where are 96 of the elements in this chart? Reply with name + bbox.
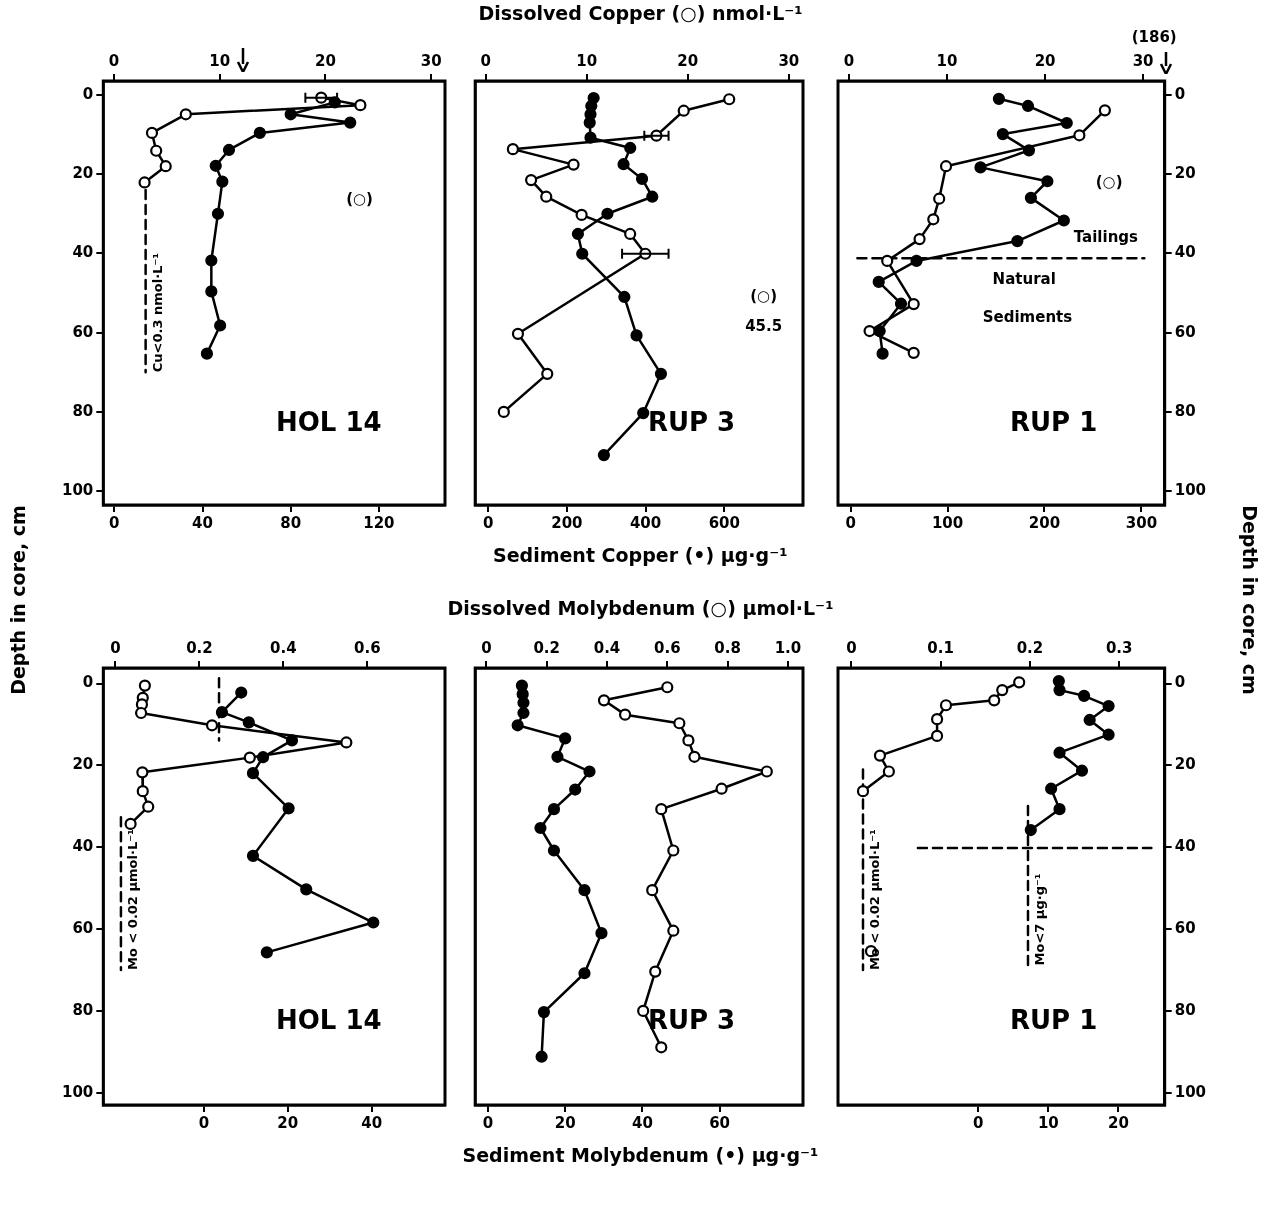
x-tick-label: 40 xyxy=(192,513,213,532)
x-tick-label: 0 xyxy=(845,513,856,532)
x-tick-label: 400 xyxy=(629,513,662,532)
x-tick-label: 200 xyxy=(1028,513,1061,532)
x2-tick-label: 0 xyxy=(110,638,121,657)
annotation: (○) xyxy=(1095,172,1123,191)
x2-tick-label: 0.1 xyxy=(927,638,954,657)
x2-tick-label: 0 xyxy=(108,51,120,70)
x-tick-label: 0 xyxy=(109,513,120,532)
y-tick-label: 100 xyxy=(1174,1082,1206,1101)
x-tick-label: 40 xyxy=(631,1113,653,1132)
x2-tick-label: 0 xyxy=(481,638,492,657)
x2-tick-label: 0 xyxy=(843,51,855,70)
text: (186) xyxy=(1131,28,1177,47)
x2-axis-title: Dissolved Copper (○) nmol·L⁻¹ xyxy=(478,2,803,24)
y-tick-label: 80 xyxy=(72,401,94,420)
y-tick-label: 20 xyxy=(1174,164,1196,183)
y-tick-label: 0 xyxy=(82,673,94,692)
x2-tick-label: 0.2 xyxy=(186,638,213,657)
x-tick-label: 200 xyxy=(551,513,583,532)
x2-tick-label: 0.6 xyxy=(654,638,681,657)
x2-tick-label: 0.2 xyxy=(1016,638,1044,657)
y-tick-label: 20 xyxy=(72,755,94,774)
x2-tick-label: 1.0 xyxy=(774,638,802,657)
y-tick-label: 100 xyxy=(1174,481,1206,500)
y-tick-label: 60 xyxy=(72,918,94,937)
annotation: Natural xyxy=(992,270,1056,289)
y-tick-label: 60 xyxy=(72,322,94,341)
text: HOL 14 xyxy=(275,1004,382,1035)
x2-tick-label: 0.8 xyxy=(714,638,741,657)
annotation: (○) xyxy=(750,287,778,306)
y-tick-label: 100 xyxy=(62,1082,94,1101)
x-tick-label: 20 xyxy=(1107,1113,1129,1132)
x-tick-label: 0 xyxy=(482,1113,494,1132)
y-tick-label: 80 xyxy=(1174,401,1196,420)
y-tick-label: 40 xyxy=(72,243,94,262)
x-tick-label: 600 xyxy=(708,513,740,532)
y-tick-label: 40 xyxy=(72,837,94,856)
x2-tick-label: 10 xyxy=(209,51,231,70)
x2-tick-label: 0.4 xyxy=(270,638,297,657)
y-axis-title: Depth in core, cm xyxy=(6,505,29,695)
x2-tick-label: 30 xyxy=(420,51,442,70)
text: Cu<0.3 nmol·L⁻¹ xyxy=(150,253,165,373)
text: HOL 14 xyxy=(275,407,382,438)
x-tick-label: 20 xyxy=(554,1113,576,1132)
text: Mo < 0.02 µmol·L⁻¹ xyxy=(867,829,883,970)
x-tick-label: 100 xyxy=(931,513,964,532)
x2-tick-label: 0 xyxy=(480,51,491,70)
x-tick-label: 60 xyxy=(709,1113,731,1132)
y-tick-label: 80 xyxy=(1174,1000,1196,1019)
y-tick-label: 0 xyxy=(1174,673,1186,692)
y-tick-label: 60 xyxy=(1174,322,1196,341)
text: Mo<7 µg·g⁻¹ xyxy=(1032,873,1048,966)
text: RUP 1 xyxy=(1009,407,1098,438)
x2-tick-label: 10 xyxy=(936,51,958,70)
y-tick-label: 100 xyxy=(62,481,94,500)
y-tick-label: 80 xyxy=(72,1000,94,1019)
x-tick-label: 120 xyxy=(363,513,395,532)
x2-tick-label: 0.6 xyxy=(354,638,381,657)
x2-tick-label: 30 xyxy=(778,51,800,70)
x2-axis-title: Dissolved Molybdenum (○) µmol·L⁻¹ xyxy=(447,597,834,619)
y-tick-label: 40 xyxy=(1174,837,1196,856)
x2-tick-label: 10 xyxy=(576,51,598,70)
y-tick-label: 20 xyxy=(1174,755,1196,774)
annotation: Sediments xyxy=(982,308,1073,327)
annotation: Tailings xyxy=(1073,227,1139,246)
x2-tick-label: 0.4 xyxy=(593,638,621,657)
x2-tick-label: 20 xyxy=(1034,51,1056,70)
x-tick-label: 10 xyxy=(1037,1113,1059,1132)
text: RUP 1 xyxy=(1009,1004,1098,1035)
x-tick-label: 40 xyxy=(361,1113,383,1132)
y-tick-label: 60 xyxy=(1174,918,1196,937)
x-tick-label: 0 xyxy=(972,1113,984,1132)
x-tick-label: 300 xyxy=(1125,513,1158,532)
x2-tick-label: 0.2 xyxy=(533,638,560,657)
annotation: (○) xyxy=(346,189,373,208)
x-tick-label: 0 xyxy=(482,513,494,532)
text: RUP 3 xyxy=(647,1004,736,1035)
y-tick-label: 40 xyxy=(1174,243,1196,262)
x2-tick-label: 0.3 xyxy=(1105,638,1133,657)
x2-tick-label: 0 xyxy=(846,638,857,657)
x-tick-label: 20 xyxy=(277,1113,299,1132)
x-axis-title: Sediment Molybdenum (•) µg·g⁻¹ xyxy=(462,1144,819,1166)
x-tick-label: 80 xyxy=(280,513,302,532)
y-tick-label: 20 xyxy=(72,164,94,183)
y-tick-label: 0 xyxy=(1174,84,1186,103)
x2-tick-label: 20 xyxy=(315,51,336,70)
x2-tick-label: 20 xyxy=(677,51,699,70)
text: Mo < 0.02 µmol·L⁻¹ xyxy=(125,829,141,970)
annotation: 45.5 xyxy=(745,316,783,335)
y-tick-label: 0 xyxy=(82,84,94,103)
x2-tick-label: 30 xyxy=(1132,51,1154,70)
x-tick-label: 0 xyxy=(198,1113,210,1132)
y-axis-title: Depth in core, cm xyxy=(1238,505,1261,695)
text: RUP 3 xyxy=(647,407,736,438)
x-axis-title: Sediment Copper (•) µg·g⁻¹ xyxy=(493,544,788,566)
